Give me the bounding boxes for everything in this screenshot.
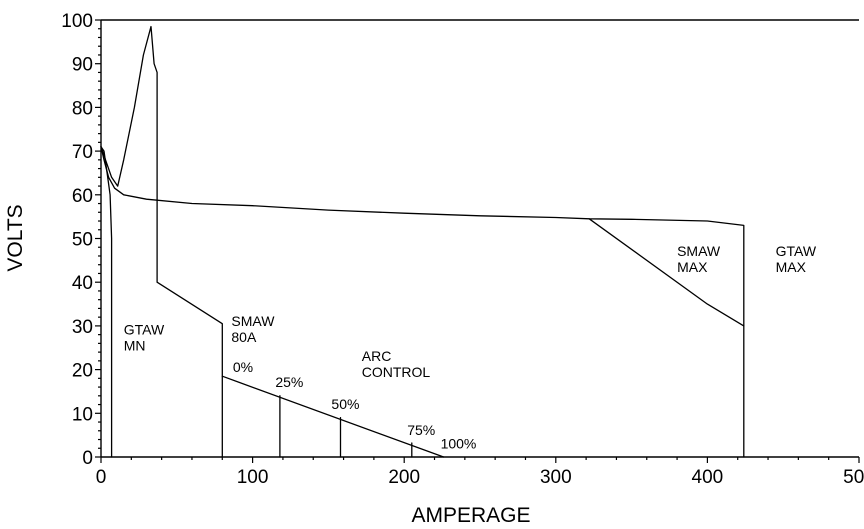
x-tick-label-0: 0: [96, 467, 107, 488]
y-tick-label-10: 10: [72, 404, 93, 425]
annotation-line: GTAW: [124, 322, 165, 338]
annotation-line: 100%: [441, 435, 477, 451]
ticks-layer: [95, 19, 860, 463]
annotation-6: 75%: [407, 422, 435, 438]
annotation-4: 25%: [275, 374, 303, 390]
annotation-line: 80A: [231, 329, 257, 345]
annotation-5: 50%: [331, 396, 359, 412]
annotation-line: 50%: [331, 396, 359, 412]
curve-3: [588, 218, 745, 327]
y-tick-label-60: 60: [72, 186, 93, 207]
curve-1: [100, 146, 745, 458]
annotation-line: MN: [124, 338, 146, 354]
curve-0: [100, 146, 113, 458]
annotation-3: 0%: [233, 359, 253, 375]
annotation-1: SMAW 80A: [231, 313, 275, 345]
annotation-line: GTAW: [776, 243, 817, 259]
y-tick-label-0: 0: [82, 448, 93, 469]
annotation-line: ARC: [362, 348, 392, 364]
x-tick-label-100: 100: [237, 467, 269, 488]
labels-layer: 0 10 20 30 40 50 60 70 80 90 100 0 100 200 300 400 500 GT…: [61, 11, 864, 488]
annotation-line: CONTROL: [362, 364, 431, 380]
annotation-9: GTAW MAX: [776, 243, 817, 275]
annotation-line: 25%: [275, 374, 303, 390]
y-tick-label-70: 70: [72, 142, 93, 163]
annotation-line: 75%: [407, 422, 435, 438]
x-tick-label-300: 300: [540, 467, 572, 488]
y-tick-label-90: 90: [72, 55, 93, 76]
curves-layer: [100, 25, 745, 458]
y-tick-label-20: 20: [72, 361, 93, 382]
y-tick-label-100: 100: [61, 11, 93, 32]
annotation-2: ARC CONTROL: [362, 348, 431, 380]
y-tick-label-30: 30: [72, 317, 93, 338]
axes-layer: [100, 19, 859, 458]
x-tick-label-400: 400: [692, 467, 724, 488]
annotation-8: SMAW MAX: [677, 243, 721, 275]
annotation-line: 0%: [233, 359, 253, 375]
x-tick-label-200: 200: [388, 467, 420, 488]
y-axis-title: VOLTS: [4, 204, 27, 271]
annotation-line: MAX: [776, 259, 807, 275]
y-tick-label-80: 80: [72, 98, 93, 119]
annotation-line: SMAW: [231, 313, 275, 329]
x-tick-label-500: 500: [843, 467, 864, 488]
curve-2: [100, 25, 223, 458]
y-tick-label-40: 40: [72, 273, 93, 294]
annotation-line: MAX: [677, 259, 708, 275]
annotation-0: GTAW MN: [124, 322, 165, 354]
annotation-line: SMAW: [677, 243, 721, 259]
y-tick-label-50: 50: [72, 230, 93, 251]
curve-4: [221, 375, 445, 458]
x-axis-title: AMPERAGE: [411, 504, 530, 527]
annotation-7: 100%: [441, 435, 477, 451]
